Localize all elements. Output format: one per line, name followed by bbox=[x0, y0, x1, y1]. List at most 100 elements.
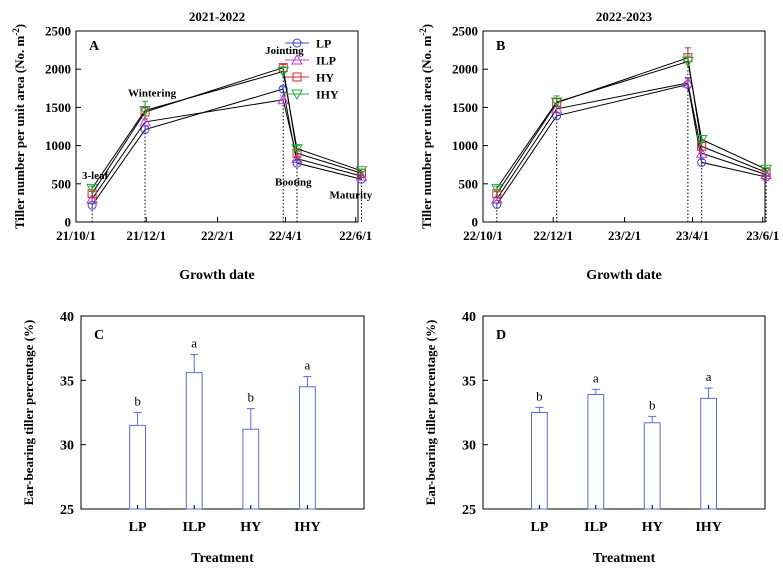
data-point-ILP bbox=[291, 152, 303, 164]
y-tick-label: 30 bbox=[462, 439, 476, 454]
legend-marker bbox=[291, 89, 303, 101]
series-line-LP bbox=[91, 88, 362, 206]
legend-label: HY bbox=[316, 71, 334, 85]
bar-IHY bbox=[700, 397, 717, 510]
data-point-IHY bbox=[682, 57, 694, 68]
panel-D: 25 30 35 40 D Treatment Ear-bearing tiller per… bbox=[423, 310, 766, 566]
stage-label: 3-leaf bbox=[82, 170, 109, 182]
data-point-ILP bbox=[355, 170, 368, 181]
y-axis-label: Ear-bearing tiller percentage (%) bbox=[21, 320, 36, 506]
plot-frame bbox=[80, 315, 365, 510]
y-axis-label: Ear-bearing tiller percentage (%) bbox=[423, 320, 438, 506]
significance-letter: a bbox=[191, 336, 197, 351]
data-point-IHY bbox=[291, 144, 303, 155]
panel-label: B bbox=[496, 39, 505, 54]
plot-frame bbox=[482, 30, 766, 223]
x-axis-label: Growth date bbox=[586, 268, 662, 283]
data-point-LP bbox=[278, 84, 288, 94]
data-point-ILP bbox=[760, 168, 773, 180]
data-point-ILP bbox=[682, 76, 694, 88]
y-tick-label: 30 bbox=[60, 439, 74, 454]
y-tick-label: 0 bbox=[472, 215, 479, 230]
x-tick-label: 22/2/1 bbox=[201, 228, 234, 243]
x-tick-label: LP bbox=[530, 520, 548, 535]
y-tick-label: 500 bbox=[459, 176, 479, 191]
y-tick-label: 0 bbox=[65, 215, 72, 230]
data-point-IHY bbox=[760, 164, 773, 176]
bar-IHY bbox=[298, 386, 316, 510]
x-tick-label: 23/6/1 bbox=[746, 228, 779, 243]
x-tick-label: IHY bbox=[294, 520, 320, 535]
x-tick-label: IHY bbox=[695, 520, 721, 535]
y-tick-label: 35 bbox=[462, 374, 476, 389]
bar-HY bbox=[643, 422, 661, 510]
data-point-ILP bbox=[490, 193, 503, 204]
x-tick-label: 21/12/1 bbox=[126, 228, 166, 243]
stage-label: Jointing bbox=[265, 45, 304, 57]
series-line-ILP bbox=[91, 99, 362, 200]
y-tick-label: 1500 bbox=[45, 100, 71, 115]
panel-label: D bbox=[496, 328, 506, 343]
plot-frame bbox=[75, 30, 359, 223]
legend-label: LP bbox=[316, 37, 331, 51]
stage-label: Wintering bbox=[128, 87, 177, 99]
bar-HY bbox=[242, 428, 260, 510]
panel-C: 25 30 35 40 C Treatment Ear-bearing tiller per… bbox=[21, 310, 365, 566]
legend-label: ILP bbox=[316, 54, 336, 68]
significance-letter: a bbox=[593, 370, 599, 385]
y-axis-label: Tiller number per unit area (No. m-2) bbox=[418, 24, 434, 229]
data-point-IHY bbox=[490, 183, 503, 195]
significance-letter: a bbox=[706, 369, 712, 384]
significance-letter: b bbox=[134, 394, 141, 409]
series-line-ILP bbox=[496, 82, 767, 200]
bar-LP bbox=[531, 412, 548, 510]
panel-A: 0 500 1000 1500 2000 2500 21/10/1 21/12/1 22/2/1… bbox=[11, 9, 373, 283]
data-point-IHY bbox=[355, 166, 368, 177]
significance-letter: b bbox=[248, 390, 255, 405]
y-tick-label: 40 bbox=[462, 310, 476, 325]
y-tick-label: 2500 bbox=[452, 24, 478, 39]
bar-ILP bbox=[185, 372, 203, 510]
stage-label: Maturity bbox=[329, 189, 372, 201]
data-point-IHY bbox=[550, 97, 563, 109]
y-tick-label: 1000 bbox=[452, 138, 478, 153]
x-tick-label: HY bbox=[642, 520, 663, 535]
y-tick-label: 40 bbox=[60, 310, 74, 325]
y-tick-label: 2500 bbox=[45, 24, 71, 39]
y-tick-label: 2000 bbox=[452, 62, 478, 77]
data-point-IHY bbox=[86, 183, 98, 195]
data-point-ILP bbox=[277, 93, 290, 105]
y-axis-label: Tiller number per unit area (No. m-2) bbox=[11, 24, 27, 229]
x-tick-label: 22/10/1 bbox=[463, 228, 503, 243]
chart-title: 2022-2023 bbox=[596, 9, 653, 24]
legend-marker bbox=[291, 53, 303, 65]
significance-letter: b bbox=[649, 397, 656, 412]
x-tick-label: ILP bbox=[584, 520, 608, 535]
legend-label: IHY bbox=[316, 88, 339, 102]
data-point-IHY bbox=[139, 105, 151, 117]
x-tick-label: 22/6/1 bbox=[339, 228, 372, 243]
x-tick-label: HY bbox=[240, 520, 261, 535]
plot-frame bbox=[482, 315, 766, 510]
y-tick-label: 1000 bbox=[45, 138, 71, 153]
x-tick-label: ILP bbox=[183, 520, 207, 535]
bar-ILP bbox=[587, 393, 605, 510]
panel-label: A bbox=[89, 39, 100, 54]
significance-letter: a bbox=[305, 357, 311, 372]
stage-label: Booting bbox=[275, 177, 312, 189]
y-tick-label: 1500 bbox=[452, 100, 478, 115]
bar-LP bbox=[129, 424, 147, 510]
data-point-ILP bbox=[86, 193, 98, 204]
x-tick-label: 23/2/1 bbox=[608, 228, 641, 243]
legend-marker bbox=[292, 38, 302, 48]
significance-letter: b bbox=[536, 388, 543, 403]
chart-title: 2021-2022 bbox=[189, 9, 245, 24]
panel-label: C bbox=[94, 328, 104, 343]
x-tick-label: 23/4/1 bbox=[676, 228, 709, 243]
y-tick-label: 25 bbox=[462, 503, 476, 518]
series-line-LP bbox=[496, 83, 767, 205]
data-point-ILP bbox=[550, 102, 563, 114]
series-line-HY bbox=[496, 57, 767, 195]
series-line-IHY bbox=[496, 60, 767, 189]
